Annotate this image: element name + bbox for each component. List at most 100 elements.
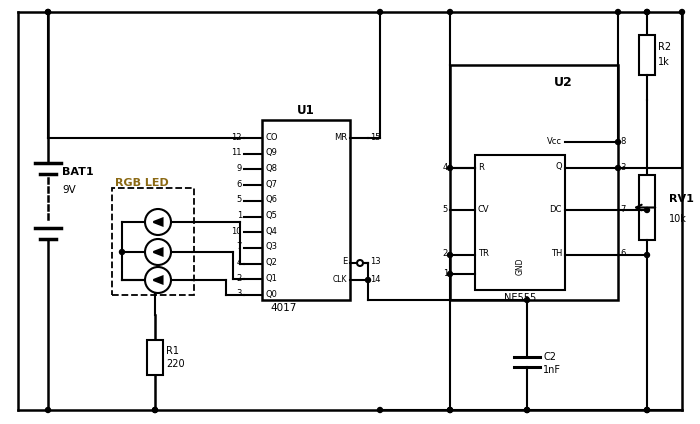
- Text: 2: 2: [442, 249, 448, 259]
- Text: C2: C2: [543, 352, 556, 362]
- Circle shape: [645, 407, 650, 413]
- Text: CO: CO: [265, 132, 277, 142]
- Bar: [262, 120, 350, 300]
- Circle shape: [145, 267, 171, 293]
- Circle shape: [46, 407, 50, 413]
- Text: DC: DC: [550, 204, 562, 214]
- Text: Q: Q: [555, 162, 562, 171]
- Circle shape: [524, 407, 529, 413]
- Polygon shape: [153, 248, 162, 256]
- Text: 7: 7: [620, 204, 625, 214]
- Circle shape: [645, 9, 650, 14]
- Text: 4: 4: [442, 162, 448, 171]
- Text: 220: 220: [166, 359, 185, 369]
- Text: Q2: Q2: [265, 258, 277, 267]
- Polygon shape: [153, 276, 162, 284]
- Text: Q5: Q5: [265, 211, 277, 220]
- Text: 10k: 10k: [669, 215, 687, 224]
- Text: 12: 12: [232, 132, 242, 142]
- Text: Q6: Q6: [265, 195, 277, 204]
- Text: RGB LED: RGB LED: [115, 178, 169, 188]
- Text: 13: 13: [370, 257, 381, 267]
- Circle shape: [46, 9, 50, 14]
- Text: 1: 1: [237, 211, 242, 220]
- Text: 10: 10: [232, 227, 242, 236]
- Circle shape: [365, 277, 370, 282]
- Text: R1: R1: [166, 346, 179, 355]
- Circle shape: [377, 9, 382, 14]
- Circle shape: [645, 407, 650, 413]
- Text: 4017: 4017: [270, 303, 296, 313]
- Text: 1k: 1k: [658, 57, 670, 67]
- Text: Q1: Q1: [265, 274, 277, 283]
- Text: CV: CV: [478, 204, 489, 214]
- Circle shape: [447, 253, 452, 257]
- Circle shape: [447, 407, 452, 413]
- Circle shape: [46, 9, 50, 14]
- Circle shape: [680, 9, 685, 14]
- Bar: [475, 155, 565, 290]
- Text: 4: 4: [237, 258, 242, 267]
- Text: 6: 6: [237, 180, 242, 189]
- Text: TH: TH: [551, 249, 562, 259]
- Text: 11: 11: [232, 148, 242, 157]
- Text: 5: 5: [442, 204, 448, 214]
- Text: CLK: CLK: [332, 274, 347, 284]
- Circle shape: [447, 9, 452, 14]
- Text: U1: U1: [297, 103, 315, 117]
- Text: Q4: Q4: [265, 227, 277, 236]
- Text: 14: 14: [370, 274, 381, 284]
- Bar: [112, 188, 194, 295]
- Text: TR: TR: [478, 249, 489, 259]
- Text: Vcc: Vcc: [547, 137, 562, 145]
- Text: R: R: [478, 162, 484, 171]
- Text: Q8: Q8: [265, 164, 277, 173]
- Circle shape: [357, 260, 363, 266]
- Circle shape: [615, 165, 620, 170]
- Circle shape: [145, 239, 171, 265]
- Text: 9: 9: [237, 164, 242, 173]
- Bar: [639, 35, 655, 75]
- Circle shape: [447, 271, 452, 276]
- Text: 3: 3: [237, 290, 242, 298]
- Circle shape: [615, 9, 620, 14]
- Text: GND: GND: [515, 257, 524, 275]
- Text: R2: R2: [658, 42, 671, 52]
- Text: Q7: Q7: [265, 180, 277, 189]
- Text: 3: 3: [620, 162, 625, 171]
- Text: BAT1: BAT1: [62, 167, 94, 177]
- Text: 5: 5: [237, 195, 242, 204]
- Text: Q9: Q9: [265, 148, 277, 157]
- Text: 8: 8: [620, 137, 625, 145]
- Text: Q3: Q3: [265, 243, 277, 251]
- Circle shape: [377, 407, 382, 413]
- Circle shape: [145, 209, 171, 235]
- Circle shape: [447, 407, 452, 413]
- Circle shape: [524, 407, 529, 413]
- Circle shape: [153, 407, 158, 413]
- Circle shape: [120, 249, 125, 254]
- Text: 7: 7: [237, 243, 242, 251]
- Text: 6: 6: [620, 249, 625, 259]
- Text: NE555: NE555: [504, 293, 536, 303]
- Circle shape: [447, 165, 452, 170]
- Circle shape: [645, 9, 650, 14]
- Text: Q0: Q0: [265, 290, 277, 298]
- Text: 1nF: 1nF: [543, 365, 561, 375]
- Text: 1: 1: [442, 268, 448, 277]
- Text: E: E: [342, 257, 347, 267]
- Bar: [639, 175, 655, 240]
- Text: RV1: RV1: [669, 195, 694, 204]
- Bar: [450, 65, 618, 300]
- Text: U2: U2: [554, 76, 573, 89]
- Bar: [147, 340, 163, 375]
- Circle shape: [153, 407, 158, 413]
- Polygon shape: [153, 218, 162, 226]
- Text: 2: 2: [237, 274, 242, 283]
- Text: 9V: 9V: [62, 185, 76, 195]
- Circle shape: [524, 298, 529, 302]
- Text: MR: MR: [334, 132, 347, 142]
- Circle shape: [645, 253, 650, 257]
- Circle shape: [645, 207, 650, 212]
- Circle shape: [615, 139, 620, 145]
